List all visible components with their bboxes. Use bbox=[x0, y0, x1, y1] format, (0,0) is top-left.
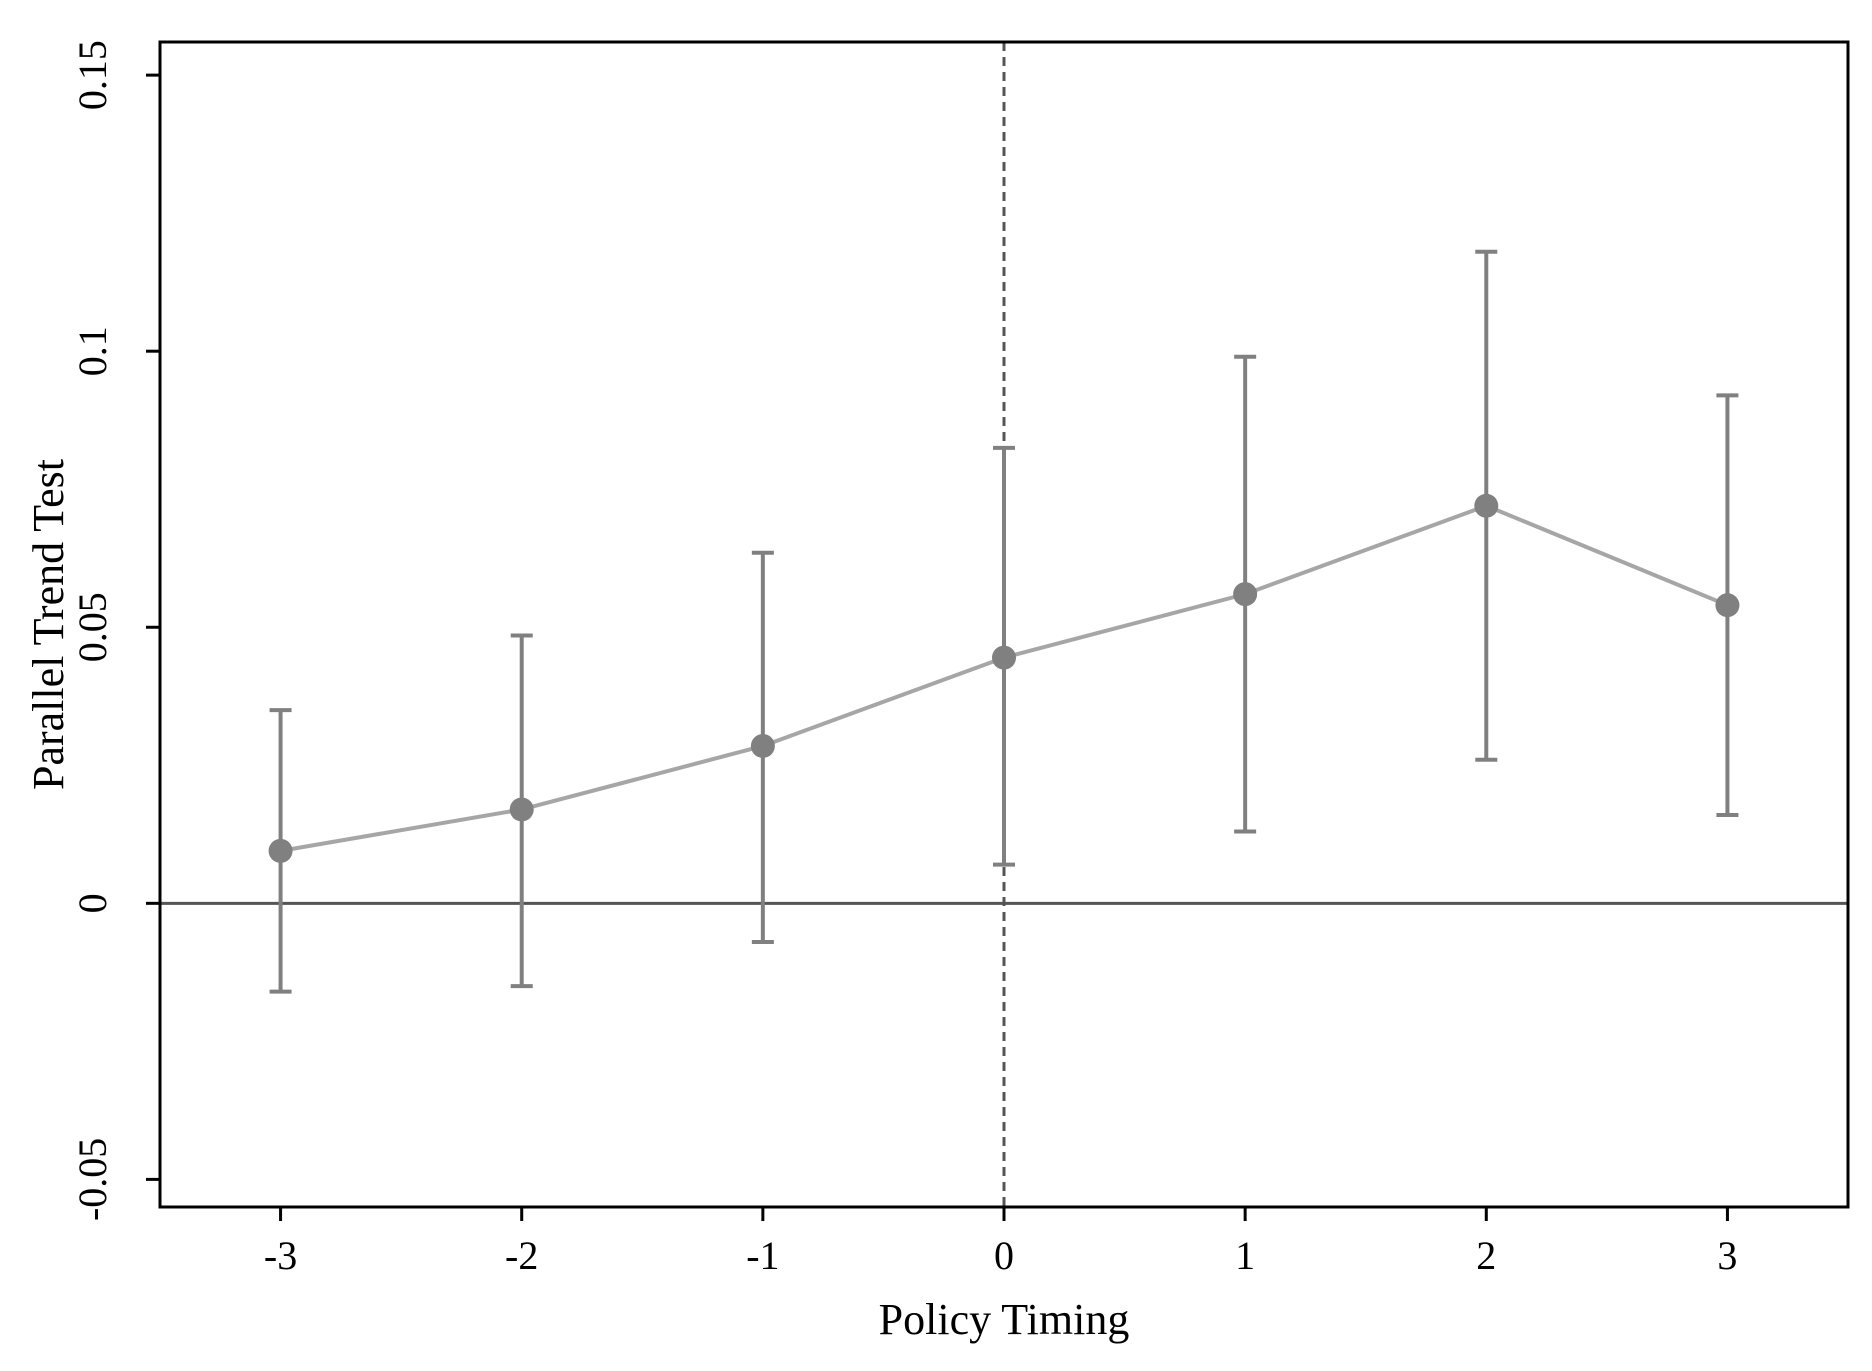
data-point-1 bbox=[509, 797, 534, 822]
y-tick-label-2: 0.05 bbox=[70, 592, 115, 662]
data-point-2 bbox=[750, 733, 775, 758]
x-tick-label-4: 1 bbox=[1235, 1233, 1255, 1278]
y-axis-title: Parallel Trend Test bbox=[24, 459, 73, 790]
data-point-0 bbox=[268, 838, 293, 863]
x-axis-ticks: -3 -2 -1 0 1 2 3 bbox=[264, 1207, 1737, 1278]
x-tick-label-6: 3 bbox=[1717, 1233, 1737, 1278]
data-point-5 bbox=[1474, 493, 1499, 518]
y-tick-label-3: 0.1 bbox=[70, 326, 115, 376]
data-point-3 bbox=[992, 645, 1016, 670]
y-tick-label-1: 0 bbox=[70, 893, 115, 913]
data-point-4 bbox=[1233, 582, 1258, 607]
reference-lines bbox=[160, 42, 1848, 1207]
y-tick-label-0: -0.05 bbox=[70, 1138, 115, 1221]
data-point-6 bbox=[1715, 593, 1740, 618]
x-axis-title: Policy Timing bbox=[879, 1295, 1130, 1344]
x-tick-label-0: -3 bbox=[264, 1233, 297, 1278]
x-tick-label-1: -2 bbox=[505, 1233, 538, 1278]
x-tick-label-3: 0 bbox=[994, 1233, 1014, 1278]
x-tick-label-5: 2 bbox=[1476, 1233, 1496, 1278]
y-tick-label-4: 0.15 bbox=[70, 40, 115, 110]
series-points bbox=[268, 493, 1740, 863]
y-axis-ticks: -0.05 0 0.05 0.1 0.15 bbox=[70, 40, 160, 1221]
x-tick-label-2: -1 bbox=[746, 1233, 779, 1278]
